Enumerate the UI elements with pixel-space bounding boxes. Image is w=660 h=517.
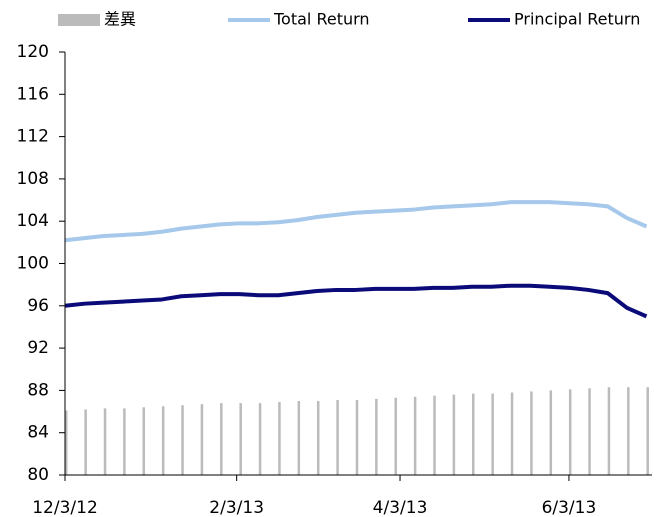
bar xyxy=(394,397,397,475)
bar xyxy=(161,406,165,475)
y-tick-label: 96 xyxy=(27,296,49,316)
bar xyxy=(452,394,456,475)
bar xyxy=(316,400,320,475)
bar xyxy=(220,403,223,475)
legend-swatch xyxy=(58,14,100,26)
bar xyxy=(607,387,611,475)
bar xyxy=(239,403,242,475)
bar xyxy=(181,405,184,475)
bar xyxy=(297,400,301,475)
bar xyxy=(200,404,204,475)
bar xyxy=(336,399,339,475)
bar xyxy=(355,399,359,475)
legend-label: Principal Return xyxy=(514,10,640,29)
bar xyxy=(646,387,649,475)
y-tick-label: 100 xyxy=(17,254,49,274)
x-tick-label: 12/3/12 xyxy=(32,498,98,517)
x-tick-label: 2/3/13 xyxy=(209,498,264,517)
line-series xyxy=(64,283,648,319)
legend-label: 差異 xyxy=(104,10,136,29)
bar xyxy=(84,409,87,475)
y-tick-label: 116 xyxy=(17,84,49,104)
bar xyxy=(491,393,494,475)
bar xyxy=(103,408,107,475)
bar xyxy=(142,407,146,475)
bar xyxy=(530,391,533,475)
bar xyxy=(568,389,572,475)
y-tick-label: 92 xyxy=(27,338,49,358)
bar xyxy=(510,392,514,475)
bar xyxy=(375,398,378,475)
y-tick-label: 84 xyxy=(27,423,49,443)
line-series xyxy=(64,200,648,243)
y-tick-label: 120 xyxy=(17,42,49,62)
bar xyxy=(278,402,281,475)
y-tick-label: 104 xyxy=(17,211,49,231)
bar xyxy=(472,393,475,475)
y-tick-label: 112 xyxy=(17,127,49,147)
bar xyxy=(413,396,417,475)
bar xyxy=(123,408,126,475)
bar xyxy=(627,387,630,475)
bar xyxy=(433,395,436,475)
legend-label: Total Return xyxy=(273,10,370,29)
y-tick-label: 88 xyxy=(27,380,49,400)
y-tick-label: 108 xyxy=(17,169,49,189)
bar xyxy=(549,390,553,475)
bar xyxy=(588,388,591,475)
bar xyxy=(258,403,262,475)
x-tick-label: 4/3/13 xyxy=(373,498,428,517)
y-tick-label: 80 xyxy=(27,465,49,485)
bar xyxy=(65,410,68,475)
x-tick-label: 6/3/13 xyxy=(542,498,597,517)
